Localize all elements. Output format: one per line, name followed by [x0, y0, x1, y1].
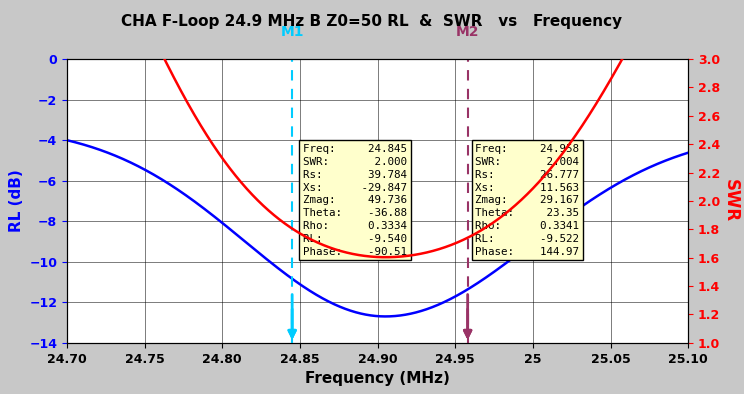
Y-axis label: RL (dB): RL (dB)	[9, 169, 24, 232]
Text: M2: M2	[456, 25, 479, 39]
Text: M1: M1	[280, 25, 304, 39]
X-axis label: Frequency (MHz): Frequency (MHz)	[305, 371, 450, 386]
Text: Freq:     24.845
SWR:       2.000
Rs:       39.784
Xs:      -29.847
Zmag:     49: Freq: 24.845 SWR: 2.000 Rs: 39.784 Xs: -…	[303, 144, 407, 256]
Text: Freq:     24.958
SWR:       2.004
Rs:       26.777
Xs:       11.563
Zmag:     29: Freq: 24.958 SWR: 2.004 Rs: 26.777 Xs: 1…	[475, 144, 580, 256]
Text: CHA F-Loop 24.9 MHz B Z0=50 RL  &  SWR   vs   Frequency: CHA F-Loop 24.9 MHz B Z0=50 RL & SWR vs …	[121, 14, 623, 29]
Y-axis label: SWR: SWR	[722, 179, 740, 223]
